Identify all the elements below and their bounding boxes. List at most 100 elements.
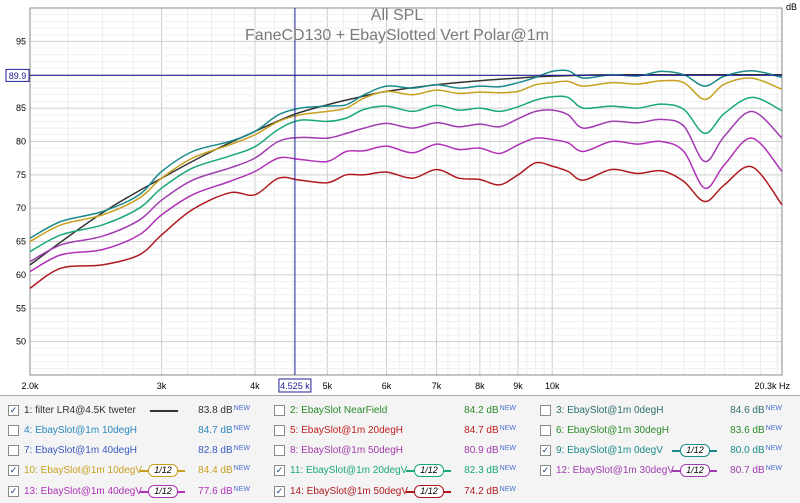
legend-value-text: 82.3 dB xyxy=(464,465,499,476)
legend-checkbox[interactable] xyxy=(274,425,285,436)
legend-label: 14: EbaySlot@1m 50degV xyxy=(290,486,409,497)
legend-checkbox[interactable] xyxy=(540,425,551,436)
legend-value: 77.6 dBNEW xyxy=(190,486,250,497)
legend-checkbox[interactable]: ✓ xyxy=(540,445,551,456)
cursor-x-readout: 4.525 k xyxy=(280,381,310,391)
legend-smoothing-button[interactable]: 1/12 xyxy=(680,444,710,457)
legend-swatch-line-right xyxy=(443,491,451,493)
cursor-crosshair[interactable]: 4.525 k 89.9 xyxy=(5,8,782,393)
legend-label: 8: EbaySlot@1m 50degH xyxy=(290,445,403,456)
legend-label: 2: EbaySlot NearField xyxy=(290,405,388,416)
y-tick-label: 60 xyxy=(16,270,26,280)
chart-subtitle: FaneCD130 + EbaySlotted Vert Polar@1m xyxy=(245,27,549,44)
legend-checkbox[interactable]: ✓ xyxy=(274,465,285,476)
legend-item[interactable]: ✓ 1: filter LR4@4.5K tweter 83.8 dBNEW xyxy=(0,401,266,421)
plot-border xyxy=(29,7,783,376)
legend-value-text: 84.2 dB xyxy=(464,405,499,416)
legend-item[interactable]: ✓ 13: EbaySlot@1m 40degV 1/12 77.6 dBNEW xyxy=(0,482,266,502)
legend-label: 11: EbaySlot@1m 20degV xyxy=(290,465,408,476)
y-tick-label: 85 xyxy=(16,103,26,113)
legend-value-text: 82.8 dB xyxy=(198,445,233,456)
series-line-7 xyxy=(29,161,783,289)
chart-title: All SPL xyxy=(371,7,424,24)
legend-checkbox[interactable] xyxy=(8,425,19,436)
legend-item[interactable]: 7: EbaySlot@1m 40degH 82.8 dBNEW xyxy=(0,441,266,461)
legend-label: 1: filter LR4@4.5K tweter xyxy=(24,405,136,416)
legend-checkbox[interactable] xyxy=(274,405,285,416)
legend-item[interactable]: 3: EbaySlot@1m 0degH 84.6 dBNEW xyxy=(532,401,798,421)
legend-value: 82.3 dBNEW xyxy=(456,465,516,476)
legend-label: 6: EbaySlot@1m 30degH xyxy=(556,425,669,436)
legend-checkbox[interactable]: ✓ xyxy=(8,465,19,476)
legend-value: 83.6 dBNEW xyxy=(722,425,782,436)
legend-item[interactable]: 8: EbaySlot@1m 50degH 80.9 dBNEW xyxy=(266,441,532,461)
y-tick-label: 95 xyxy=(16,36,26,46)
legend-value-text: 74.2 dB xyxy=(464,486,499,497)
legend-value: 83.8 dBNEW xyxy=(190,405,250,416)
legend-swatch-line-right xyxy=(177,491,185,493)
spl-chart[interactable]: 50556065707580859095dB2.0k3k4k5k6k7k8k9k… xyxy=(0,0,800,395)
x-tick-label: 2.0k xyxy=(21,381,39,391)
legend-value-text: 84.6 dB xyxy=(730,405,765,416)
legend-new-badge: NEW xyxy=(499,486,516,493)
series-line-6 xyxy=(29,137,783,273)
legend-row: ✓ 1: filter LR4@4.5K tweter 83.8 dBNEW 2: E… xyxy=(0,401,800,421)
series-line-3 xyxy=(29,69,783,239)
legend-smoothing-button[interactable]: 1/12 xyxy=(414,464,444,477)
legend-checkbox[interactable]: ✓ xyxy=(8,405,19,416)
legend-item[interactable]: 2: EbaySlot NearField 84.2 dBNEW xyxy=(266,401,532,421)
legend-value-text: 77.6 dB xyxy=(198,486,233,497)
legend-value: 84.7 dBNEW xyxy=(456,425,516,436)
legend-new-badge: NEW xyxy=(233,465,250,472)
legend-value: 84.7 dBNEW xyxy=(190,425,250,436)
legend-new-badge: NEW xyxy=(233,486,250,493)
cursor-y-readout: 89.9 xyxy=(9,71,27,81)
legend-swatch-line-left xyxy=(140,470,150,472)
legend-label: 12: EbaySlot@1m 30degV xyxy=(556,465,675,476)
legend-item[interactable]: ✓ 12: EbaySlot@1m 30degV 1/12 80.7 dBNEW xyxy=(532,461,798,481)
legend-smoothing-button[interactable]: 1/12 xyxy=(680,464,710,477)
legend-item[interactable]: 4: EbaySlot@1m 10degH 84.7 dBNEW xyxy=(0,421,266,441)
legend-value: 82.8 dBNEW xyxy=(190,445,250,456)
legend-value-text: 83.6 dB xyxy=(730,425,765,436)
x-tick-label: 6k xyxy=(382,381,392,391)
legend-label: 10: EbaySlot@1m 10degV xyxy=(24,465,143,476)
legend-checkbox[interactable] xyxy=(540,405,551,416)
legend-new-badge: NEW xyxy=(765,425,782,432)
y-tick-label: 50 xyxy=(16,337,26,347)
legend-value: 84.4 dBNEW xyxy=(190,465,250,476)
series-line-4 xyxy=(29,95,783,253)
legend-item[interactable]: ✓ 14: EbaySlot@1m 50degV 1/12 74.2 dBNEW xyxy=(266,482,532,502)
legend-label: 5: EbaySlot@1m 20degH xyxy=(290,425,403,436)
legend-panel: ✓ 1: filter LR4@4.5K tweter 83.8 dBNEW 2: E… xyxy=(0,395,800,503)
legend-smoothing-button[interactable]: 1/12 xyxy=(148,464,178,477)
legend-value: 80.7 dBNEW xyxy=(722,465,782,476)
legend-label: 9: EbaySlot@1m 0degV xyxy=(556,445,663,456)
legend-new-badge: NEW xyxy=(765,465,782,472)
legend-checkbox[interactable] xyxy=(274,445,285,456)
legend-row: 4: EbaySlot@1m 10degH 84.7 dBNEW 5: EbaySl… xyxy=(0,421,800,441)
axis-ticks: 50556065707580859095dB2.0k3k4k5k6k7k8k9k… xyxy=(16,2,797,391)
legend-checkbox[interactable]: ✓ xyxy=(8,486,19,497)
legend-swatch-line-right xyxy=(709,470,717,472)
legend-smoothing-button[interactable]: 1/12 xyxy=(414,485,444,498)
legend-smoothing-button[interactable]: 1/12 xyxy=(148,485,178,498)
legend-line-swatch xyxy=(150,410,178,412)
legend-checkbox[interactable] xyxy=(8,445,19,456)
legend-label: 13: EbaySlot@1m 40degV xyxy=(24,486,143,497)
legend-checkbox[interactable]: ✓ xyxy=(540,465,551,476)
legend-item[interactable]: ✓ 10: EbaySlot@1m 10degV 1/12 84.4 dBNEW xyxy=(0,461,266,481)
legend-item[interactable]: 5: EbaySlot@1m 20degH 84.7 dBNEW xyxy=(266,421,532,441)
legend-value-text: 80.9 dB xyxy=(464,445,499,456)
cursor-x-readout-box xyxy=(278,378,312,393)
x-tick-label: 5k xyxy=(323,381,333,391)
legend-item[interactable]: 6: EbaySlot@1m 30degH 83.6 dBNEW xyxy=(532,421,798,441)
legend-new-badge: NEW xyxy=(499,425,516,432)
legend-checkbox[interactable]: ✓ xyxy=(274,486,285,497)
legend-value-text: 84.4 dB xyxy=(198,465,233,476)
plot-frame xyxy=(29,7,783,376)
y-tick-label: 55 xyxy=(16,303,26,313)
legend-item[interactable]: ✓ 9: EbaySlot@1m 0degV 1/12 80.0 dBNEW xyxy=(532,441,798,461)
legend-item[interactable]: ✓ 11: EbaySlot@1m 20degV 1/12 82.3 dBNEW xyxy=(266,461,532,481)
legend-row: 7: EbaySlot@1m 40degH 82.8 dBNEW 8: EbaySl… xyxy=(0,441,800,461)
